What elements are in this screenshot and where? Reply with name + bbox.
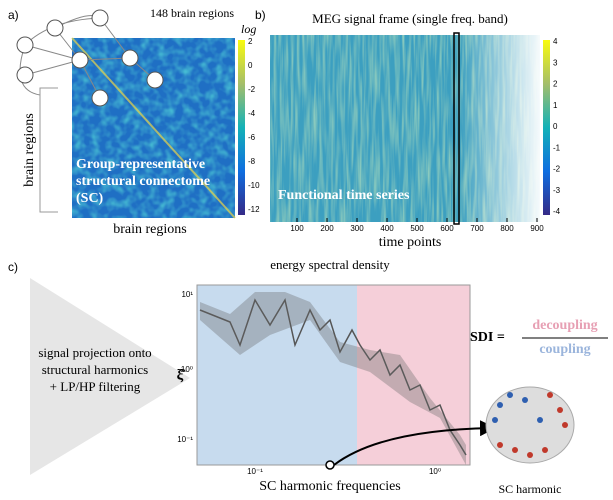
panel-label: c) [8, 260, 18, 274]
panel-label: a) [8, 8, 19, 22]
title: MEG signal frame (single freq. band) [312, 11, 508, 26]
colorbar-tick: -12 [248, 205, 260, 214]
colorbar-tick: -2 [553, 165, 561, 174]
bracket [40, 88, 58, 212]
x-label: time points [379, 235, 442, 250]
colorbar-tick: 4 [553, 37, 558, 46]
colorbar-tick: -4 [248, 109, 256, 118]
x-tick: 900 [530, 224, 544, 233]
colorbar-tick: 2 [553, 80, 558, 89]
y-label: brain regions [22, 113, 37, 186]
colorbar-tick: 2 [248, 37, 253, 46]
x-tick: 600 [440, 224, 454, 233]
y-tick: 10¹ [181, 290, 193, 299]
colorbar-tick: 1 [553, 101, 558, 110]
y-tick: 10⁰ [181, 365, 193, 374]
colorbar [543, 40, 550, 215]
colorbar [238, 40, 245, 215]
y-tick: 10⁻¹ [177, 435, 193, 444]
colorbar-tick: -1 [553, 143, 561, 152]
colorbar-tick: 3 [553, 58, 558, 67]
brain-caption: SC harmonic [499, 482, 562, 496]
overlay-line: (SC) [76, 191, 104, 206]
brain [486, 387, 574, 463]
x-label: brain regions [113, 222, 186, 237]
panel-label: b) [255, 8, 266, 22]
denominator: coupling [539, 342, 590, 357]
colorbar-tick: -4 [553, 207, 561, 216]
x-tick: 700 [470, 224, 484, 233]
x-tick: 300 [350, 224, 364, 233]
colorbar-tick: -8 [248, 157, 256, 166]
x-tick: 10⁰ [429, 467, 441, 476]
colorbar-tick: -2 [248, 85, 256, 94]
scale-label: log [241, 22, 256, 36]
plot-title: energy spectral density [270, 257, 390, 272]
process-line: signal projection onto [38, 345, 151, 360]
colorbar-tick: -10 [248, 181, 260, 190]
fade [460, 35, 540, 222]
process-line: + LP/HP filtering [50, 379, 141, 394]
overlay: Functional time series [278, 188, 410, 203]
colorbar-tick: 0 [553, 122, 558, 131]
numerator: decoupling [532, 318, 597, 333]
x-tick: 500 [410, 224, 424, 233]
colorbar-tick: 0 [248, 61, 253, 70]
colorbar-tick: -3 [553, 186, 561, 195]
colorbar-tick: -6 [248, 133, 256, 142]
x-tick: 800 [500, 224, 514, 233]
x-tick: 200 [320, 224, 334, 233]
x-label: SC harmonic frequencies [259, 479, 401, 494]
process-line: structural harmonics [42, 362, 149, 377]
frequency-marker [326, 461, 334, 469]
overlay-line: Group-representative [76, 157, 205, 172]
x-tick: 100 [290, 224, 304, 233]
nodes-caption: 148 brain regions [150, 6, 234, 20]
process-text: signal projection onto structural harmoni… [38, 345, 151, 394]
x-tick: 400 [380, 224, 394, 233]
figure: a) 148 brain regions log brain regions b… [0, 0, 613, 500]
sdi-label: SDI = [470, 330, 505, 345]
overlay-line: structural connectome [76, 174, 210, 189]
x-tick: 10⁻¹ [247, 467, 263, 476]
